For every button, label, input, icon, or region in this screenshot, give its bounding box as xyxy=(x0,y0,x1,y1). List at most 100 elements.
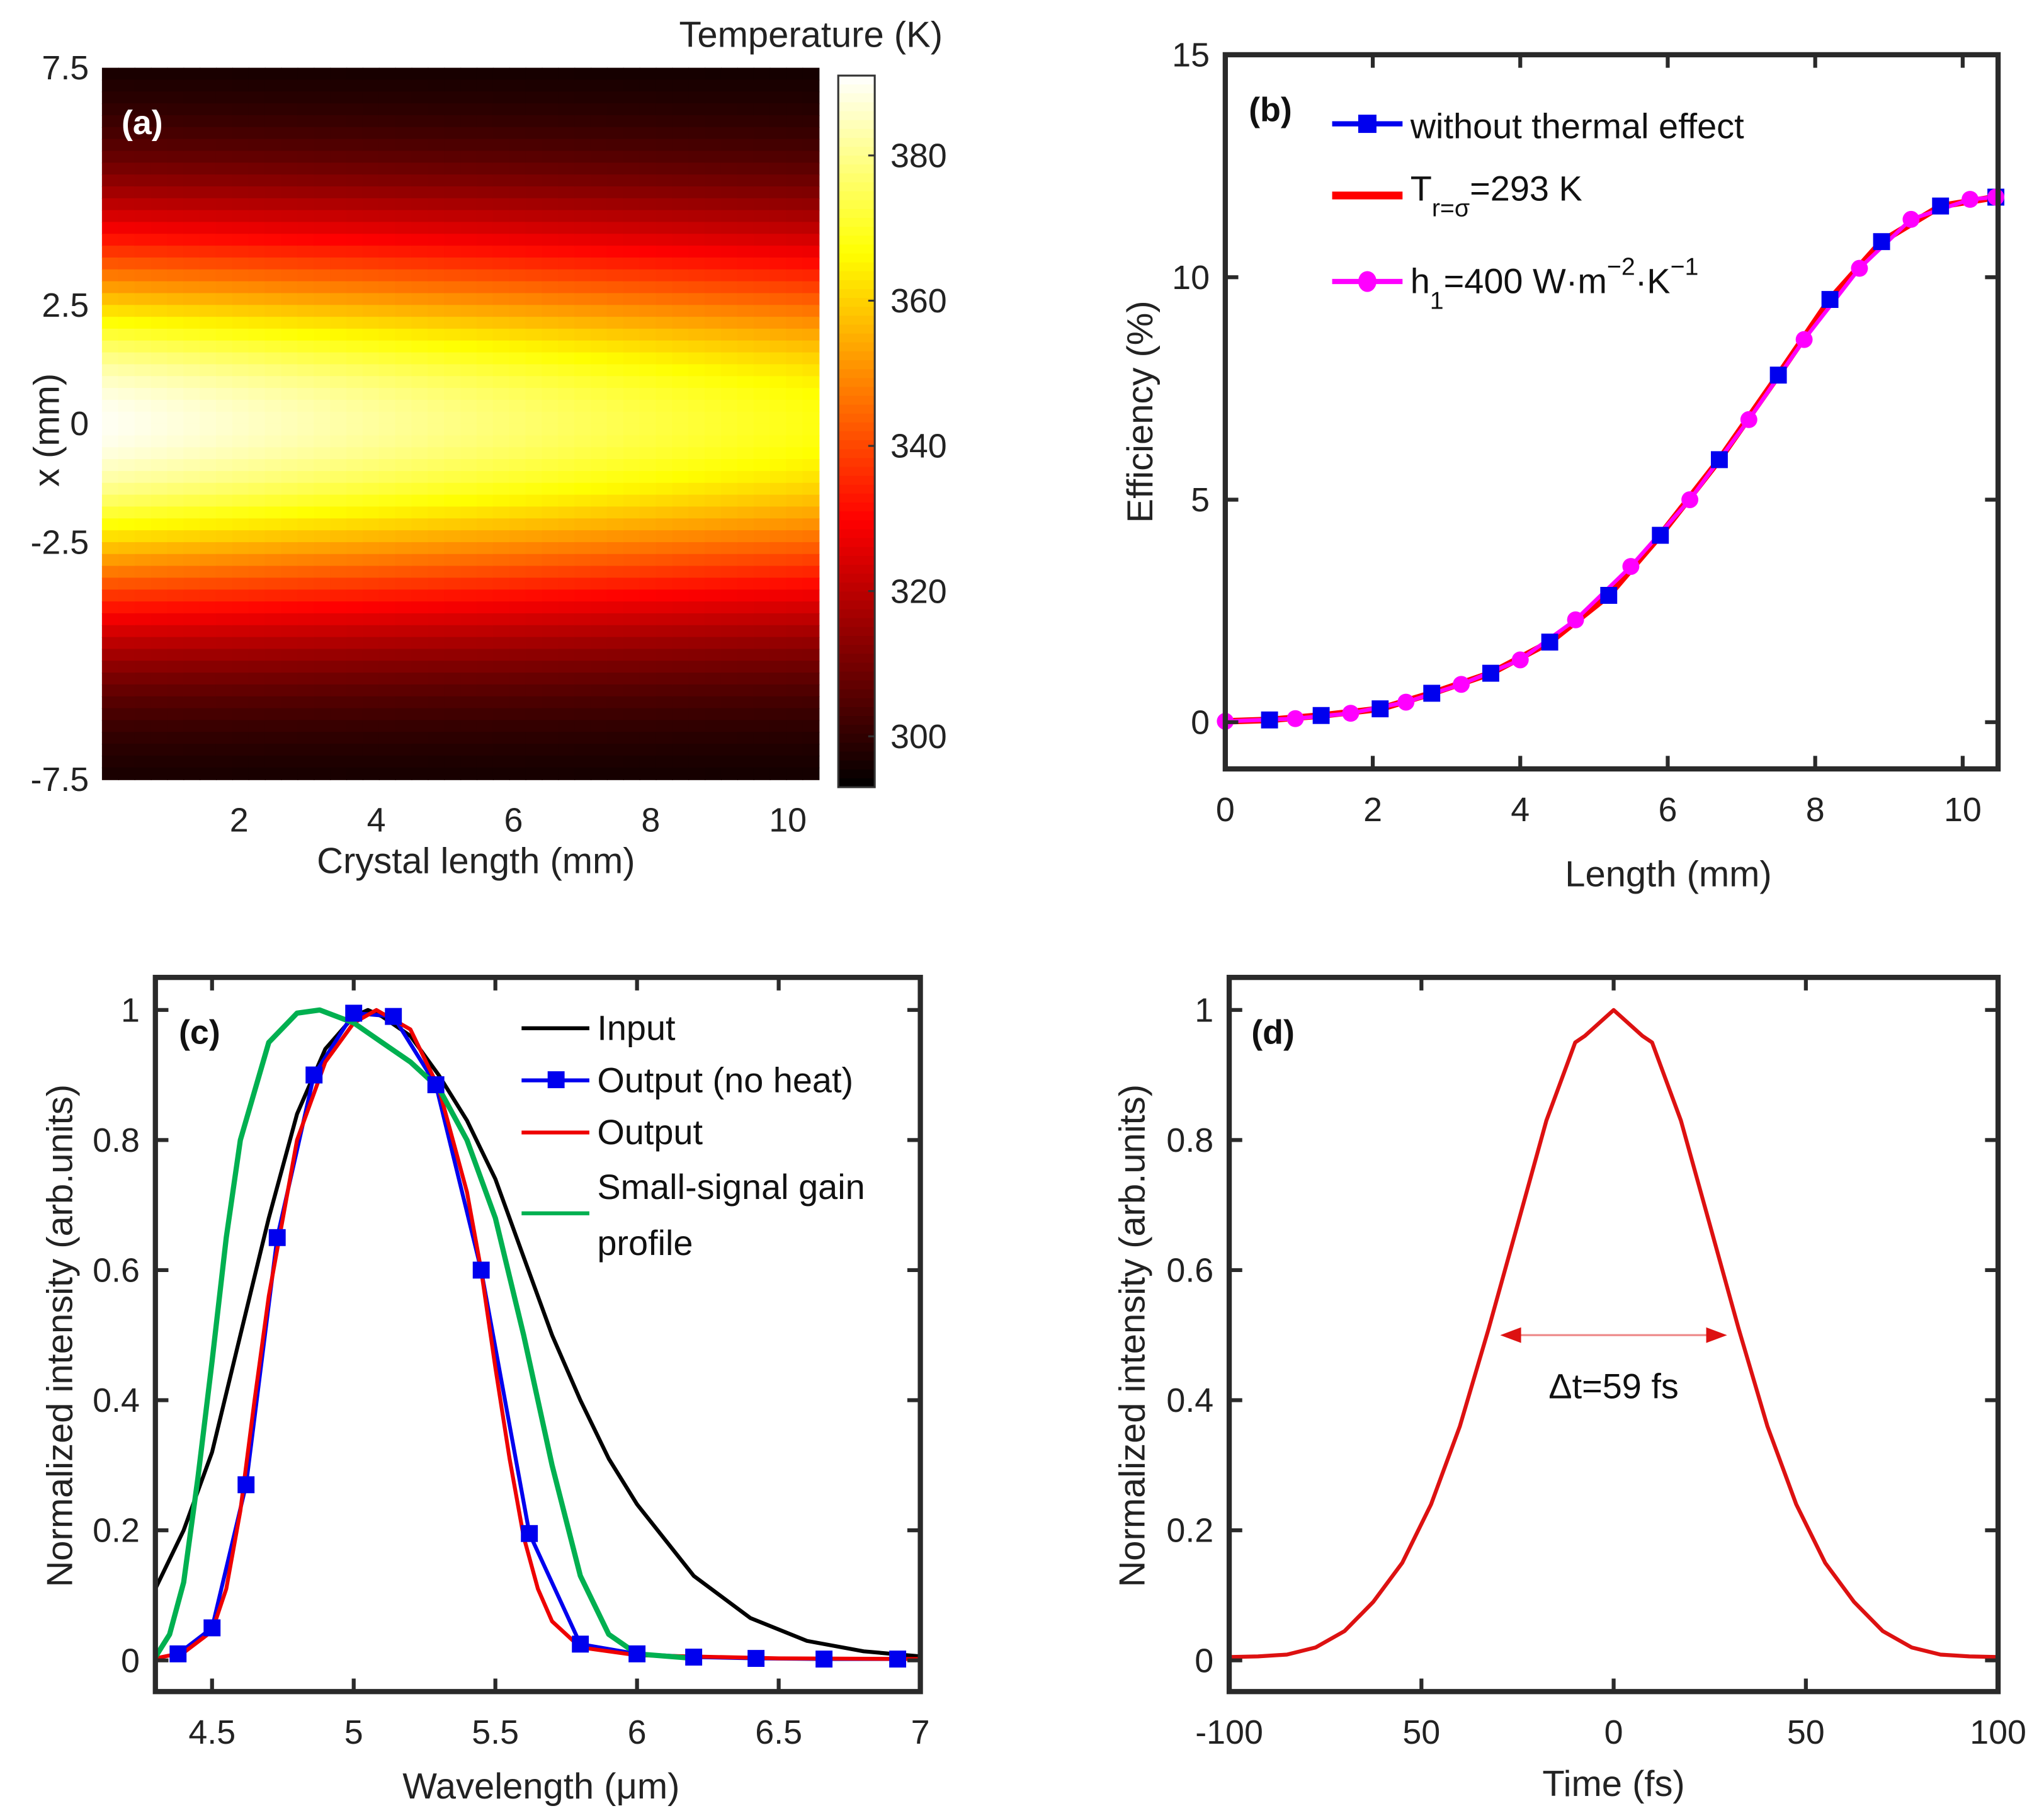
heatmap-cell xyxy=(248,755,266,768)
heatmap-cell xyxy=(362,210,380,223)
heatmap-cell xyxy=(525,234,543,247)
heatmap-cell xyxy=(753,293,771,306)
heatmap-cell xyxy=(672,269,690,282)
heatmap-cell xyxy=(574,708,592,721)
heatmap-cell xyxy=(167,376,185,389)
heatmap-cell xyxy=(101,518,120,531)
heatmap-cell xyxy=(492,388,510,401)
heatmap-cell xyxy=(264,601,282,615)
heatmap-cell xyxy=(705,732,722,745)
heatmap-cell xyxy=(330,115,348,128)
heatmap-cell xyxy=(330,767,348,780)
y-tick-label: 0.2 xyxy=(93,1512,140,1550)
heatmap-cell xyxy=(753,577,771,591)
heatmap-cell xyxy=(248,565,266,579)
panel-label-b: (b) xyxy=(1249,91,1292,128)
heatmap-cell xyxy=(264,305,282,318)
heatmap-cell xyxy=(346,411,364,424)
heatmap-cell xyxy=(574,198,592,211)
heatmap-cell xyxy=(183,696,201,709)
heatmap-cell xyxy=(362,696,380,709)
heatmap-cell xyxy=(802,352,820,365)
colorbar-segment xyxy=(838,120,875,130)
colorbar-segment xyxy=(838,360,875,370)
data-point-circle xyxy=(1622,558,1640,575)
heatmap-cell xyxy=(786,470,803,484)
heatmap-cell xyxy=(362,625,380,638)
heatmap-cell xyxy=(150,269,168,282)
heatmap-cell xyxy=(444,661,462,674)
heatmap-cell xyxy=(656,198,673,211)
heatmap-cell xyxy=(378,162,396,176)
heatmap-cell xyxy=(737,673,754,686)
heatmap-cell xyxy=(346,257,364,271)
heatmap-cell xyxy=(688,340,706,353)
heatmap-cell xyxy=(444,364,462,377)
heatmap-cell xyxy=(444,459,462,472)
heatmap-cell xyxy=(542,364,559,377)
heatmap-cell xyxy=(574,151,592,164)
heatmap-cell xyxy=(395,732,412,745)
heatmap-cell xyxy=(264,767,282,780)
heatmap-cell xyxy=(314,340,331,353)
heatmap-cell xyxy=(672,127,690,140)
heatmap-cell xyxy=(411,506,429,520)
heatmap-cell xyxy=(281,399,298,413)
heatmap-cell xyxy=(232,696,249,709)
heatmap-cell xyxy=(362,744,380,757)
colorbar-title: Temperature (K) xyxy=(679,15,943,55)
data-point-square xyxy=(1769,366,1787,384)
heatmap-cell xyxy=(753,637,771,650)
y-tick-label: 0.4 xyxy=(1166,1382,1213,1419)
heatmap-cell xyxy=(786,103,803,116)
heatmap-cell xyxy=(428,542,445,555)
heatmap-cell xyxy=(802,601,820,615)
heatmap-cell xyxy=(281,151,298,164)
heatmap-cell xyxy=(395,565,412,579)
heatmap-cell xyxy=(330,257,348,271)
heatmap-cell xyxy=(264,222,282,235)
heatmap-cell xyxy=(590,732,608,745)
heatmap-cell xyxy=(558,67,576,81)
heatmap-cell xyxy=(656,399,673,413)
heatmap-cell xyxy=(281,186,298,200)
heatmap-cell xyxy=(753,565,771,579)
heatmap-cell xyxy=(428,139,445,152)
heatmap-cell xyxy=(476,305,494,318)
heatmap-cell xyxy=(200,649,217,662)
heatmap-cell xyxy=(769,447,787,460)
heatmap-cell xyxy=(639,328,657,342)
heatmap-cell xyxy=(215,139,234,152)
heatmap-cell xyxy=(720,246,739,259)
heatmap-cell xyxy=(395,234,412,247)
heatmap-cell xyxy=(639,139,657,152)
heatmap-cell xyxy=(492,649,510,662)
heatmap-cell xyxy=(769,293,787,306)
heatmap-cell xyxy=(248,79,266,93)
heatmap-cell xyxy=(492,684,510,697)
heatmap-cell xyxy=(769,352,787,365)
heatmap-cell xyxy=(118,459,135,472)
heatmap-cell xyxy=(183,257,201,271)
heatmap-cell xyxy=(492,246,510,259)
heatmap-cell xyxy=(542,506,559,520)
heatmap-cell xyxy=(639,565,657,579)
heatmap-cell xyxy=(314,186,331,200)
heatmap-cell xyxy=(786,767,803,780)
heatmap-cell xyxy=(101,542,120,555)
heatmap-cell xyxy=(802,470,820,484)
heatmap-cell xyxy=(705,459,722,472)
heatmap-cell xyxy=(639,601,657,615)
heatmap-cell xyxy=(606,376,624,389)
heatmap-cell xyxy=(134,67,152,81)
heatmap-cell xyxy=(720,198,739,211)
heatmap-cell xyxy=(769,198,787,211)
heatmap-cell xyxy=(150,210,168,223)
heatmap-cell xyxy=(232,222,249,235)
heatmap-cell xyxy=(346,565,364,579)
heatmap-cell xyxy=(314,222,331,235)
heatmap-cell xyxy=(688,257,706,271)
heatmap-cell xyxy=(688,198,706,211)
legend-label-no-heat: Output (no heat) xyxy=(597,1060,853,1099)
heatmap-cell xyxy=(395,328,412,342)
